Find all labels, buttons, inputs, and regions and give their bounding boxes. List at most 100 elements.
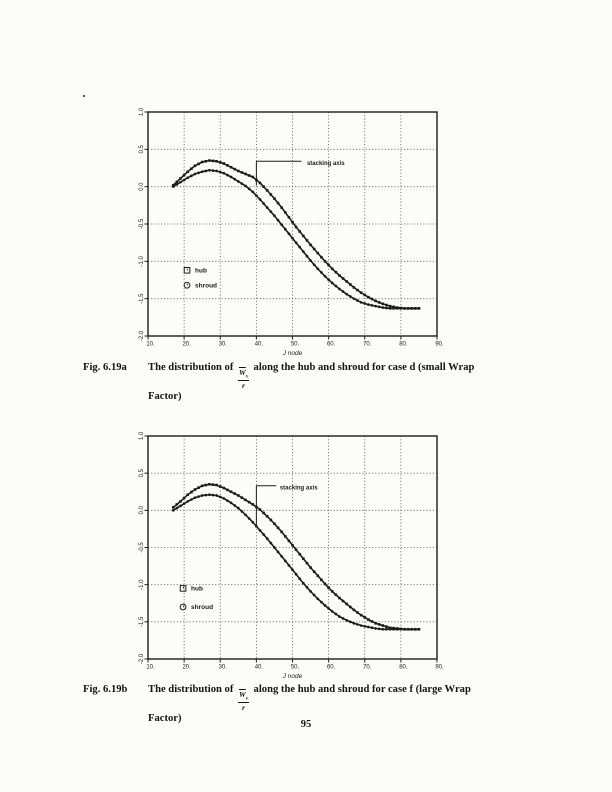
figure-b-chart: 10. 20. 30. 40. 50. 60. 70. 80. 90. 1.0 0.5 0.0 -0.5…	[139, 431, 444, 680]
marker-shroud	[367, 303, 370, 306]
marker-hub	[208, 483, 211, 486]
marker-hub	[171, 183, 175, 187]
marker-shroud	[294, 572, 298, 576]
marker-hub	[247, 500, 251, 504]
marker-shroud	[381, 627, 385, 631]
marker-hub	[367, 618, 370, 621]
marker-hub	[323, 582, 327, 586]
marker-shroud	[269, 210, 273, 214]
marker-hub	[258, 181, 262, 185]
marker-hub	[374, 299, 377, 303]
marker-shroud	[392, 627, 395, 631]
marker-hub	[193, 488, 197, 491]
marker-hub	[312, 247, 316, 251]
marker-shroud	[280, 223, 284, 227]
marker-shroud	[273, 214, 276, 218]
marker-shroud	[244, 184, 247, 188]
marker-shroud	[218, 495, 222, 499]
marker-shroud	[413, 627, 417, 631]
figure-b-caption-text: The distribution of Ws r along the hub an…	[148, 683, 558, 726]
w-over-r-fraction: Ws r	[238, 369, 249, 390]
marker-shroud	[338, 615, 341, 618]
marker-hub	[388, 626, 392, 630]
marker-hub	[186, 170, 190, 174]
marker-hub	[356, 288, 359, 292]
marker-shroud	[171, 185, 175, 189]
y-tick-label: -2.0	[139, 653, 145, 664]
marker-hub	[352, 608, 356, 612]
marker-shroud	[352, 297, 356, 301]
marker-hub	[338, 274, 341, 277]
marker-hub	[226, 488, 229, 492]
marker-shroud	[312, 263, 316, 267]
y-tick-label: -1.5	[139, 293, 145, 304]
marker-shroud	[222, 497, 226, 500]
marker-shroud	[291, 568, 294, 572]
x-tick-label: 70.	[363, 342, 372, 348]
caption-line2: Factor)	[148, 712, 182, 724]
caption-post: along the hub and shroud for case f (lar…	[253, 684, 471, 695]
marker-shroud	[175, 506, 179, 510]
marker-shroud	[320, 600, 323, 604]
marker-shroud	[265, 537, 269, 540]
marker-shroud	[403, 307, 406, 310]
marker-hub	[182, 173, 186, 177]
marker-hub	[377, 301, 381, 304]
marker-shroud	[377, 627, 381, 631]
marker-hub	[182, 496, 186, 500]
marker-hub	[327, 586, 330, 589]
marker-shroud	[345, 618, 349, 622]
marker-hub	[334, 270, 338, 274]
marker-hub	[265, 189, 269, 192]
marker-hub	[215, 483, 218, 487]
marker-shroud	[413, 307, 417, 310]
marker-hub	[247, 174, 251, 177]
marker-hub	[251, 175, 255, 179]
marker-shroud	[301, 250, 305, 253]
stray-print-dot	[83, 95, 86, 98]
caption-pre: The distribution of	[148, 684, 234, 695]
marker-shroud	[359, 301, 363, 304]
marker-shroud	[294, 241, 298, 245]
marker-hub	[320, 578, 323, 582]
x-tick-label: 10.	[146, 342, 155, 348]
marker-hub	[197, 486, 200, 489]
legend-marker-tick	[182, 605, 185, 608]
marker-shroud	[175, 183, 179, 186]
marker-hub	[341, 277, 345, 280]
marker-hub	[244, 172, 247, 176]
marker-hub	[197, 162, 200, 166]
marker-hub	[175, 503, 179, 506]
marker-shroud	[215, 494, 218, 497]
marker-hub	[312, 570, 316, 573]
legend-label: hub	[191, 586, 203, 593]
marker-hub	[171, 506, 175, 509]
legend-label: shroud	[195, 282, 217, 289]
marker-shroud	[327, 278, 330, 281]
marker-hub	[330, 590, 334, 593]
marker-hub	[309, 566, 312, 569]
x-tick-label: 20.	[182, 342, 191, 348]
marker-hub	[280, 206, 283, 209]
figure-a-caption-text: The distribution of Ws r along the hub an…	[148, 361, 558, 404]
legend-marker-tick	[186, 268, 189, 271]
marker-shroud	[348, 620, 352, 624]
marker-hub	[233, 167, 236, 171]
marker-hub	[381, 624, 385, 627]
marker-hub	[269, 193, 273, 196]
marker-shroud	[309, 590, 312, 593]
marker-shroud	[211, 169, 215, 172]
marker-hub	[262, 511, 265, 515]
marker-shroud	[381, 306, 385, 309]
marker-hub	[356, 611, 359, 614]
marker-hub	[240, 171, 244, 174]
marker-shroud	[218, 170, 222, 174]
marker-shroud	[233, 177, 237, 181]
marker-hub	[200, 160, 204, 164]
marker-shroud	[269, 541, 273, 545]
marker-hub	[262, 185, 265, 188]
marker-shroud	[179, 504, 182, 508]
marker-shroud	[283, 227, 287, 231]
marker-shroud	[273, 546, 276, 549]
marker-shroud	[193, 496, 197, 500]
